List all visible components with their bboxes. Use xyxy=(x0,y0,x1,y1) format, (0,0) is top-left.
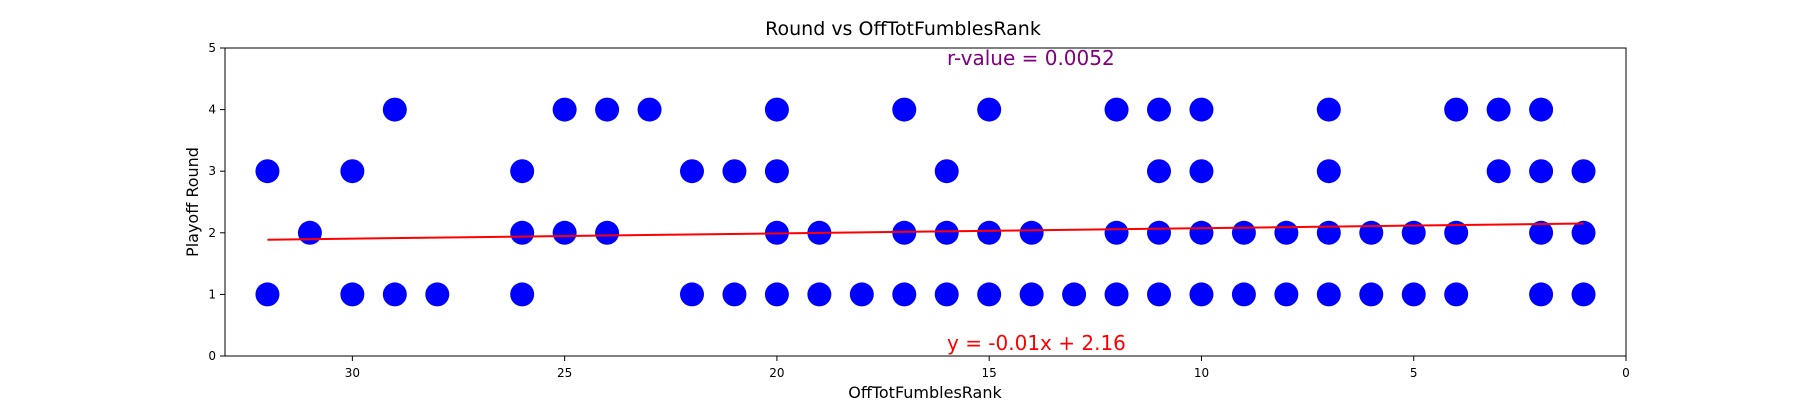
data-point xyxy=(510,159,535,184)
data-point xyxy=(1401,282,1426,307)
data-point xyxy=(1359,220,1384,245)
regression-line xyxy=(267,222,1584,241)
data-point xyxy=(1274,220,1299,245)
data-point xyxy=(1147,282,1171,307)
x-tick-label: 25 xyxy=(557,366,572,380)
data-point xyxy=(934,159,959,184)
data-point xyxy=(764,97,789,122)
data-point xyxy=(382,282,407,307)
data-point xyxy=(764,282,789,307)
data-point xyxy=(297,220,322,245)
data-point xyxy=(1147,97,1171,122)
data-point xyxy=(1571,159,1596,184)
chart-title: Round vs OffTotFumblesRank xyxy=(765,18,1041,40)
data-point xyxy=(977,282,1002,307)
data-point xyxy=(1444,220,1469,245)
data-point xyxy=(510,220,535,245)
data-point xyxy=(1529,282,1554,307)
data-point xyxy=(1231,220,1256,245)
data-point xyxy=(892,97,917,122)
x-axis: 30 25 20 15 10 5 0 xyxy=(345,356,1630,380)
x-tick-label: 30 xyxy=(345,366,360,380)
data-point xyxy=(1189,282,1214,307)
data-point xyxy=(552,220,577,245)
y-tick-label: 1 xyxy=(208,287,216,301)
y-tick-label: 2 xyxy=(208,226,216,240)
data-point xyxy=(382,97,407,122)
data-point xyxy=(1019,220,1044,245)
data-point xyxy=(1444,97,1469,122)
data-point xyxy=(680,282,704,307)
data-point xyxy=(1571,282,1596,307)
data-point xyxy=(934,282,959,307)
data-point xyxy=(1104,282,1129,307)
data-point xyxy=(1486,159,1511,184)
r-value-annotation: r-value = 0.0052 xyxy=(947,46,1115,70)
y-axis: 0 1 2 3 4 5 xyxy=(208,41,225,363)
data-point xyxy=(425,282,450,307)
data-point xyxy=(764,159,789,184)
data-point xyxy=(1316,97,1341,122)
data-point xyxy=(1062,282,1087,307)
data-point xyxy=(1189,97,1214,122)
data-point xyxy=(977,220,1002,245)
data-point xyxy=(1359,282,1384,307)
plot-area: 30 25 20 15 10 5 0 0 1 2 3 4 5 xyxy=(208,41,1629,380)
data-point xyxy=(807,282,832,307)
y-axis-label: Playoff Round xyxy=(183,147,202,257)
data-point xyxy=(1019,282,1044,307)
x-tick-label: 15 xyxy=(982,366,997,380)
data-point xyxy=(1316,282,1341,307)
data-point xyxy=(1316,159,1341,184)
data-point xyxy=(1529,159,1554,184)
data-point xyxy=(1401,220,1426,245)
y-tick-label: 4 xyxy=(208,103,216,117)
data-point xyxy=(1274,282,1299,307)
y-tick-label: 5 xyxy=(208,41,216,55)
data-point xyxy=(1529,97,1554,122)
data-point xyxy=(849,282,874,307)
data-point xyxy=(1104,97,1129,122)
plot-frame xyxy=(224,47,1627,357)
x-axis-label: OffTotFumblesRank xyxy=(848,383,1002,400)
data-point xyxy=(595,220,620,245)
equation-annotation: y = -0.01x + 2.16 xyxy=(947,331,1126,355)
data-point xyxy=(595,97,620,122)
x-tick-label: 0 xyxy=(1622,366,1630,380)
y-tick-label: 3 xyxy=(208,164,216,178)
data-point xyxy=(1104,220,1129,245)
data-point xyxy=(1147,159,1171,184)
data-point xyxy=(1189,159,1214,184)
data-point xyxy=(1444,282,1469,307)
data-point xyxy=(510,282,535,307)
data-point xyxy=(1189,220,1214,245)
data-point xyxy=(340,159,365,184)
data-point xyxy=(255,282,280,307)
data-point xyxy=(934,220,959,245)
data-point xyxy=(1231,282,1256,307)
data-point xyxy=(722,159,747,184)
data-point xyxy=(1147,220,1171,245)
data-point xyxy=(637,97,662,122)
data-point xyxy=(552,97,577,122)
data-point xyxy=(255,159,280,184)
data-point xyxy=(977,97,1002,122)
x-tick-label: 10 xyxy=(1194,366,1209,380)
x-tick-label: 20 xyxy=(769,366,784,380)
x-tick-label: 5 xyxy=(1410,366,1418,380)
data-point xyxy=(1571,220,1596,245)
data-point xyxy=(892,282,917,307)
y-tick-label: 0 xyxy=(208,349,216,363)
data-points xyxy=(255,97,1596,307)
data-point xyxy=(1486,97,1511,122)
data-point xyxy=(340,282,365,307)
data-point xyxy=(722,282,747,307)
data-point xyxy=(1316,220,1341,245)
data-point xyxy=(1529,220,1554,245)
data-point xyxy=(680,159,704,184)
